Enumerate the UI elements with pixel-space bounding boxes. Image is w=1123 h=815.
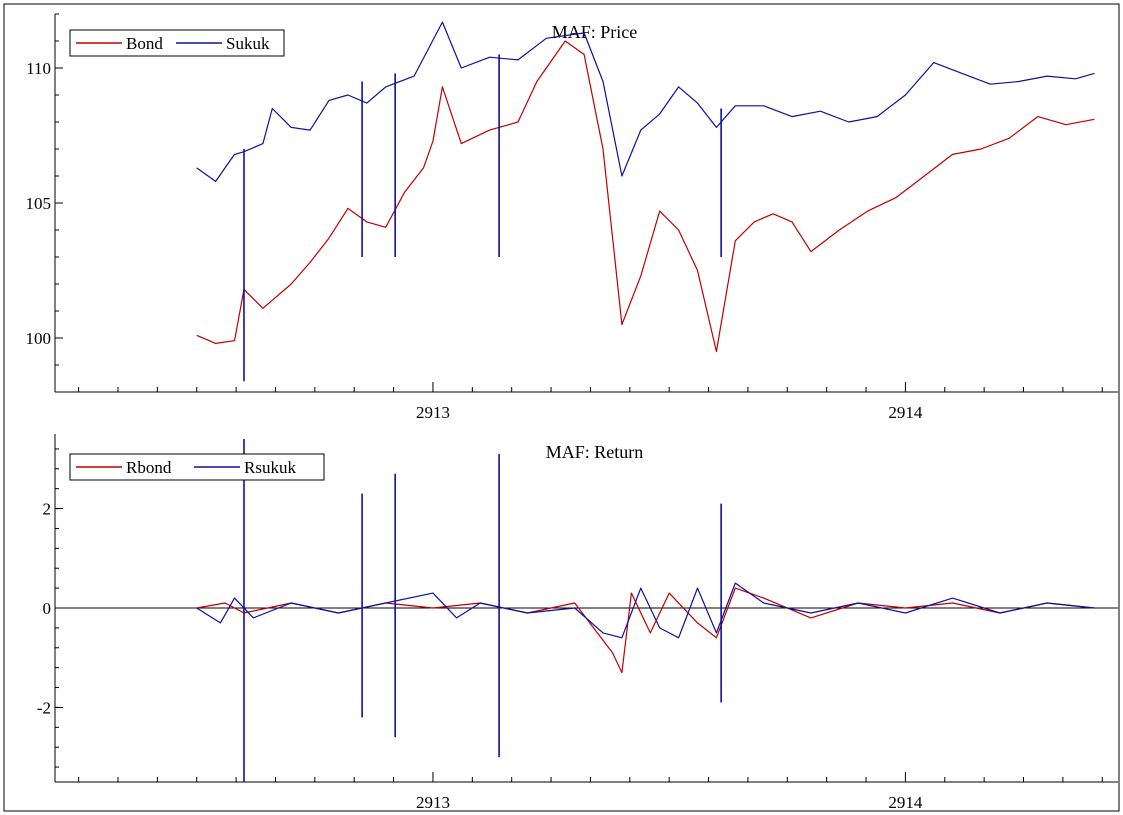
chart-title: MAF: Return [546,442,644,462]
x-tick-label: 2913 [416,403,450,422]
y-tick-label: -2 [37,698,51,717]
legend: Rbond Rsukuk [69,453,325,481]
series-line-sukuk [196,21,1095,182]
y-tick-label: 0 [43,599,52,618]
y-tick-label: 100 [26,329,52,348]
figure-border [3,3,1120,812]
return-panel: -2 0 2 2913 2914 MAF: Return Rbond Rsukuk [37,434,1118,812]
x-tick-label: 2914 [888,793,923,812]
y-tick-label: 105 [26,194,52,213]
legend-label-bond: Bond [126,34,163,53]
y-tick-label: 110 [26,59,51,78]
chart-title: MAF: Price [552,22,638,42]
price-panel: 100 105 110 2913 2914 MAF: Price Bond Sukuk [26,13,1118,422]
x-tick-label: 2914 [888,403,923,422]
legend: Bond Sukuk [69,29,285,57]
series-line-bond [196,40,1095,353]
legend-label-rsukuk: Rsukuk [244,458,296,477]
legend-label-sukuk: Sukuk [226,34,270,53]
y-tick-label: 2 [43,500,52,519]
legend-label-rbond: Rbond [126,458,172,477]
x-tick-label: 2913 [416,793,450,812]
series-line-rsukuk [196,582,1095,639]
